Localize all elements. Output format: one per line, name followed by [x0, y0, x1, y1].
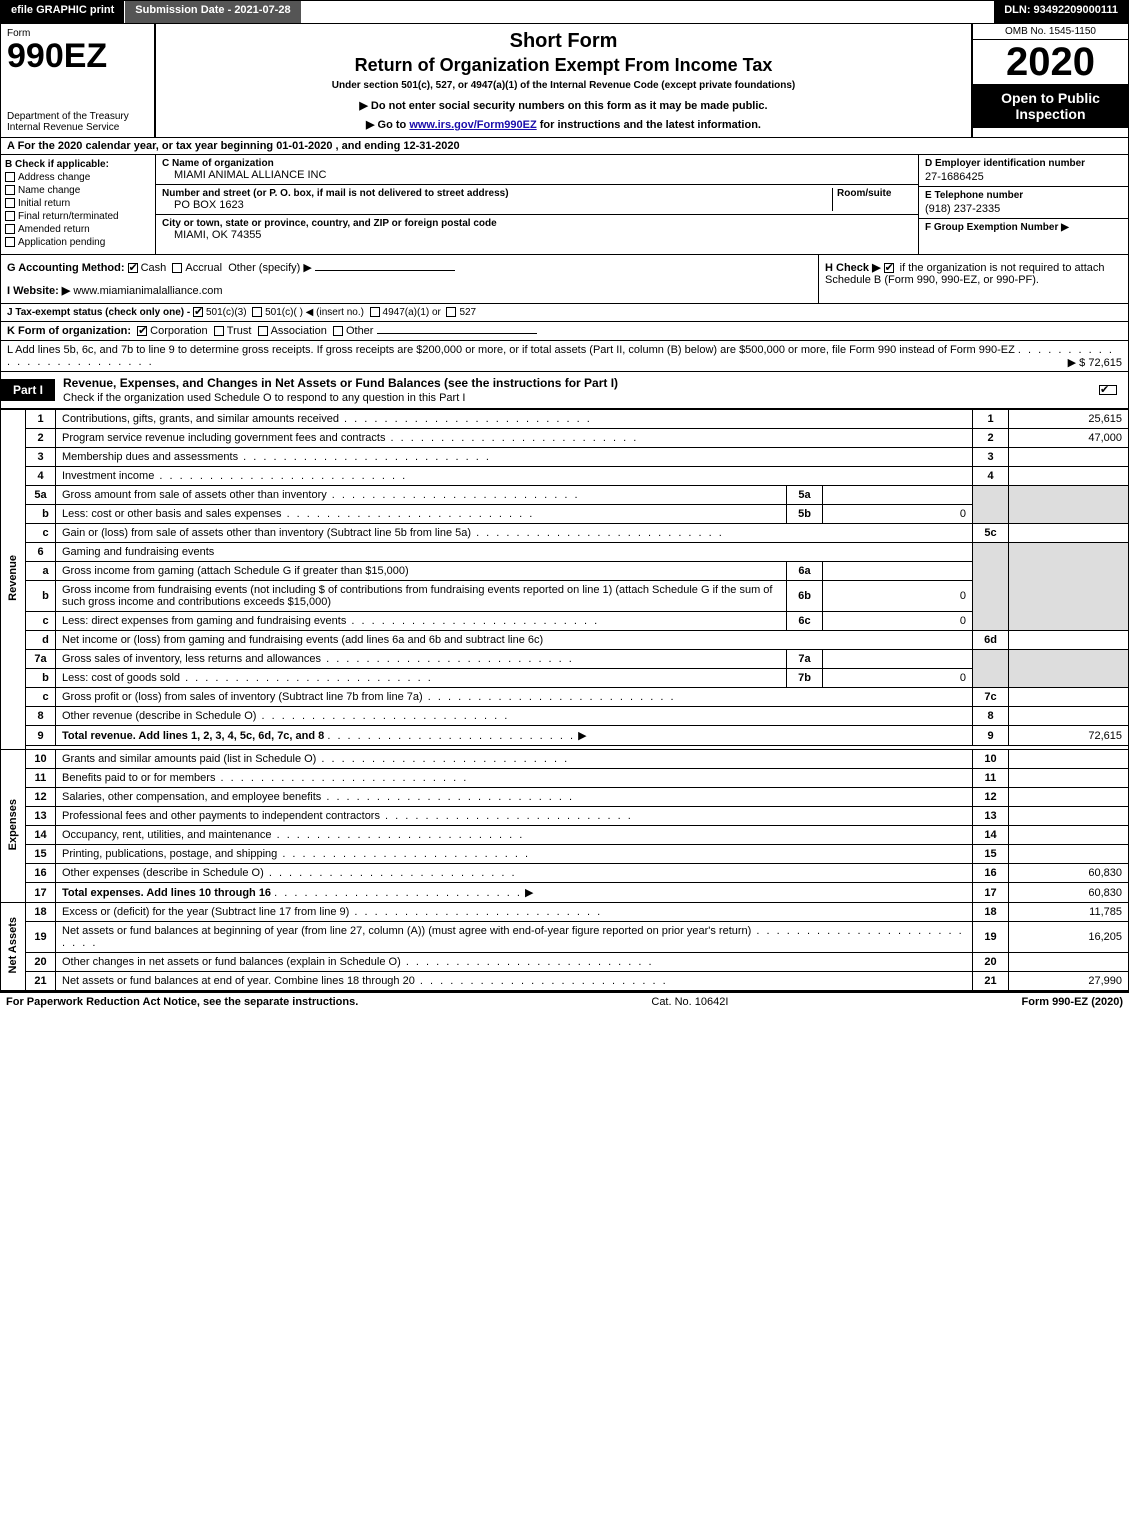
cb-initial-return[interactable] [5, 198, 15, 208]
page-footer: For Paperwork Reduction Act Notice, see … [0, 991, 1129, 1011]
header-mid: Short Form Return of Organization Exempt… [156, 24, 973, 137]
ssn-note: ▶ Do not enter social security numbers o… [164, 99, 963, 112]
cb-schedule-b[interactable] [884, 263, 894, 273]
subtitle: Under section 501(c), 527, or 4947(a)(1)… [164, 80, 963, 91]
cb-501c3[interactable] [193, 307, 203, 317]
line-j: J Tax-exempt status (check only one) - 5… [0, 304, 1129, 322]
cb-assoc[interactable] [258, 326, 268, 336]
title-short-form: Short Form [164, 30, 963, 53]
irs-link[interactable]: www.irs.gov/Form990EZ [409, 119, 536, 131]
dept-label: Department of the Treasury Internal Reve… [7, 111, 129, 133]
addr-label: Number and street (or P. O. box, if mail… [162, 188, 832, 199]
cb-corp[interactable] [137, 326, 147, 336]
line-k: K Form of organization: Corporation Trus… [0, 322, 1129, 341]
efile-print-button[interactable]: efile GRAPHIC print [1, 1, 125, 23]
ein-label: D Employer identification number [925, 158, 1122, 169]
cb-address-change[interactable] [5, 172, 15, 182]
cb-cash[interactable] [128, 263, 138, 273]
part1-table: Revenue 1Contributions, gifts, grants, a… [0, 409, 1129, 991]
box-b-title: B Check if applicable: [5, 159, 151, 170]
submission-date-button[interactable]: Submission Date - 2021-07-28 [125, 1, 301, 23]
box-b: B Check if applicable: Address change Na… [1, 155, 156, 254]
cb-accrual[interactable] [172, 263, 182, 273]
form-number: 990EZ [7, 39, 148, 73]
expenses-side: Expenses [1, 750, 26, 903]
footer-right: Form 990-EZ (2020) [1022, 996, 1123, 1008]
other-method-input[interactable] [315, 270, 455, 271]
revenue-side: Revenue [1, 410, 26, 750]
cb-trust[interactable] [214, 326, 224, 336]
line-l: L Add lines 5b, 6c, and 7b to line 9 to … [0, 341, 1129, 372]
form-header: Form 990EZ Department of the Treasury In… [0, 24, 1129, 138]
city-value: MIAMI, OK 74355 [174, 229, 497, 241]
cb-schedule-o[interactable] [1099, 385, 1117, 395]
dln-label: DLN: 93492209000111 [994, 1, 1128, 23]
cb-amended[interactable] [5, 224, 15, 234]
line-1-amt: 25,615 [1009, 410, 1129, 429]
cb-4947[interactable] [370, 307, 380, 317]
omb-label: OMB No. 1545-1150 [973, 24, 1128, 40]
box-c: C Name of organization MIAMI ANIMAL ALLI… [156, 155, 918, 254]
netassets-side: Net Assets [1, 903, 26, 991]
header-right: OMB No. 1545-1150 2020 Open to Public In… [973, 24, 1128, 137]
tax-year: 2020 [973, 40, 1128, 84]
footer-left: For Paperwork Reduction Act Notice, see … [6, 996, 358, 1008]
open-public: Open to Public Inspection [973, 84, 1128, 128]
block-gh: G Accounting Method: Cash Accrual Other … [0, 255, 1129, 304]
box-h: H Check ▶ if the organization is not req… [818, 255, 1128, 303]
addr-value: PO BOX 1623 [174, 199, 832, 211]
tel-label: E Telephone number [925, 190, 1122, 201]
city-label: City or town, state or province, country… [162, 218, 497, 229]
tel-value: (918) 237-2335 [925, 203, 1122, 215]
box-g: G Accounting Method: Cash Accrual Other … [1, 255, 818, 303]
entity-block: B Check if applicable: Address change Na… [0, 155, 1129, 255]
other-org-input[interactable] [377, 333, 537, 334]
group-exempt-label: F Group Exemption Number ▶ [925, 222, 1122, 233]
website-link[interactable]: www.miamianimalalliance.com [73, 285, 222, 297]
ein-value: 27-1686425 [925, 171, 1122, 183]
part1-header: Part I Revenue, Expenses, and Changes in… [0, 372, 1129, 409]
cb-final-return[interactable] [5, 211, 15, 221]
room-label: Room/suite [837, 188, 912, 199]
box-def: D Employer identification number 27-1686… [918, 155, 1128, 254]
cb-501c[interactable] [252, 307, 262, 317]
instructions-link-row: ▶ Go to www.irs.gov/Form990EZ for instru… [164, 118, 963, 131]
cb-527[interactable] [446, 307, 456, 317]
title-return: Return of Organization Exempt From Incom… [164, 55, 963, 76]
topbar-spacer [302, 1, 995, 23]
cb-other-org[interactable] [333, 326, 343, 336]
tax-year-row: A For the 2020 calendar year, or tax yea… [0, 138, 1129, 155]
org-name: MIAMI ANIMAL ALLIANCE INC [174, 169, 326, 181]
part1-tag: Part I [1, 379, 55, 401]
cb-name-change[interactable] [5, 185, 15, 195]
header-left: Form 990EZ Department of the Treasury In… [1, 24, 156, 137]
footer-mid: Cat. No. 10642I [651, 996, 728, 1008]
part1-title: Revenue, Expenses, and Changes in Net As… [55, 372, 1091, 408]
org-name-label: C Name of organization [162, 158, 326, 169]
cb-app-pending[interactable] [5, 237, 15, 247]
line-1-desc: Contributions, gifts, grants, and simila… [56, 410, 973, 429]
top-bar: efile GRAPHIC print Submission Date - 20… [0, 0, 1129, 24]
